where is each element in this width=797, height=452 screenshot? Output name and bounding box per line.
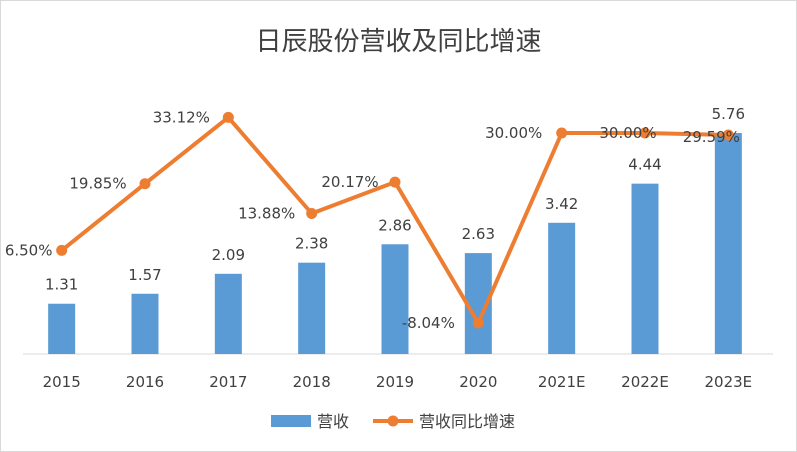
bar-label-2020: 2.63 — [462, 225, 495, 243]
bar-revenue-2016 — [131, 293, 159, 354]
bar-label-2019: 2.86 — [378, 216, 411, 234]
growth-point-2018 — [306, 208, 318, 220]
x-tick-label-2017: 2017 — [209, 373, 247, 391]
growth-label-2023E: 29.59% — [683, 128, 740, 146]
bar-revenue-2015 — [48, 303, 76, 354]
growth-label-2015: 6.50% — [5, 241, 53, 259]
growth-label-2018: 13.88% — [238, 205, 295, 223]
growth-point-2017 — [222, 111, 234, 123]
bar-label-2023E: 5.76 — [712, 105, 745, 123]
chart-title: 日辰股份营收及同比增速 — [255, 27, 542, 57]
x-tick-label-2023E: 2023E — [705, 373, 753, 391]
bar-revenue-2018 — [298, 262, 326, 354]
legend-marker-growth — [387, 415, 399, 427]
growth-label-2017: 33.12% — [153, 108, 210, 126]
growth-label-2022E: 30.00% — [599, 124, 656, 142]
bar-revenue-2021E — [548, 222, 576, 354]
x-tick-label-2022E: 2022E — [621, 373, 669, 391]
bar-label-2021E: 3.42 — [545, 195, 578, 213]
bar-revenue-2023E — [714, 133, 742, 354]
growth-point-2019 — [389, 176, 401, 188]
growth-point-2020 — [472, 317, 484, 329]
x-tick-label-2021E: 2021E — [538, 373, 586, 391]
growth-label-2019: 20.17% — [321, 173, 378, 191]
x-tick-label-2020: 2020 — [459, 373, 497, 391]
growth-label-2020: -8.04% — [402, 314, 455, 332]
bar-label-2016: 1.57 — [128, 266, 161, 284]
growth-label-2021E: 30.00% — [485, 124, 542, 142]
growth-point-2022E — [639, 127, 651, 139]
bar-revenue-2022E — [631, 183, 659, 354]
bar-revenue-2019 — [381, 244, 409, 354]
x-tick-label-2019: 2019 — [376, 373, 414, 391]
growth-label-2016: 19.85% — [69, 175, 126, 193]
growth-point-2016 — [139, 178, 151, 190]
bar-label-2017: 2.09 — [212, 246, 245, 264]
legend-label-revenue: 营收 — [317, 412, 349, 431]
growth-point-2023E — [722, 129, 734, 141]
bar-label-2022E: 4.44 — [628, 156, 661, 174]
legend-label-growth: 营收同比增速 — [419, 412, 515, 431]
bar-label-2018: 2.38 — [295, 235, 328, 253]
bar-revenue-2017 — [214, 273, 242, 354]
growth-point-2021E — [556, 127, 568, 139]
x-tick-label-2016: 2016 — [126, 373, 164, 391]
legend-swatch-revenue — [271, 415, 311, 427]
x-tick-label-2015: 2015 — [43, 373, 81, 391]
bar-label-2015: 1.31 — [45, 276, 78, 294]
growth-point-2015 — [56, 244, 68, 256]
x-tick-label-2018: 2018 — [293, 373, 331, 391]
